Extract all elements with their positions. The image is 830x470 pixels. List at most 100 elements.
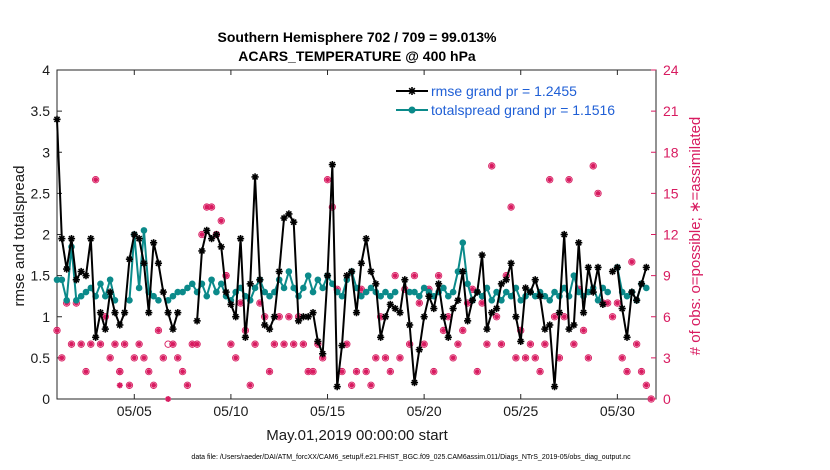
obs-assimilated-marker <box>354 369 359 374</box>
rmse-point <box>82 272 90 280</box>
totalspread-point <box>169 292 177 300</box>
rmse-point <box>584 263 592 271</box>
obs-possible-marker <box>53 326 61 335</box>
obs-assimilated-marker <box>619 355 625 361</box>
rmse-point <box>116 321 124 329</box>
rmse-point <box>377 333 385 341</box>
obs-possible-marker <box>367 381 375 389</box>
rmse-point <box>96 309 105 317</box>
obs-possible-marker <box>169 340 177 348</box>
obs-assimilated-marker <box>267 369 272 374</box>
obs-assimilated-only-marker <box>116 382 123 389</box>
obs-assimilated-marker <box>450 355 456 361</box>
obs-assimilated-marker <box>431 369 437 374</box>
totalspread-point <box>449 288 457 296</box>
rmse-point <box>294 317 303 325</box>
obs-assimilated-marker <box>474 369 480 374</box>
totalspread-point <box>266 292 273 300</box>
rmse-point <box>241 333 249 341</box>
rmse-point <box>309 309 317 317</box>
obs-possible-marker <box>550 313 559 321</box>
obs-assimilated-marker <box>136 341 142 347</box>
obs-possible-marker <box>120 340 129 348</box>
rmse-point <box>290 218 298 226</box>
obs-possible-marker <box>58 354 66 362</box>
rmse-point <box>497 280 506 288</box>
obs-possible-marker <box>193 340 201 348</box>
obs-assimilated-marker <box>610 314 615 320</box>
rmse-point <box>396 309 404 317</box>
obs-assimilated-marker <box>421 341 427 347</box>
obs-assimilated-marker <box>499 341 504 347</box>
legend-rmse-label: rmse grand pr = 1.2455 <box>431 83 577 99</box>
obs-assimilated-marker <box>494 314 499 320</box>
totalspread-point <box>382 288 389 296</box>
totalspread-point <box>623 292 631 300</box>
rmse-point <box>449 304 457 313</box>
obs-assimilated-marker <box>93 177 99 183</box>
rmse-point <box>492 304 501 313</box>
obs-possible-marker <box>265 367 274 376</box>
rmse-point <box>425 292 433 300</box>
rmse-point <box>608 267 617 276</box>
obs-assimilated-marker <box>441 328 446 333</box>
rmse-point <box>159 288 167 296</box>
totalspread-point <box>377 292 384 300</box>
obs-possible-marker <box>67 340 76 348</box>
obs-assimilated-marker <box>257 300 263 306</box>
obs-assimilated-marker <box>484 341 490 347</box>
totalspread-point <box>188 280 196 288</box>
rmse-point <box>63 265 71 273</box>
obs-assimilated-marker <box>151 382 157 388</box>
obs-possible-marker <box>145 367 153 376</box>
totalspread-point <box>285 268 293 275</box>
obs-assimilated-marker <box>561 314 567 320</box>
obs-assimilated-marker <box>624 369 630 374</box>
totalspread-point <box>531 292 539 300</box>
obs-possible-marker <box>309 367 317 376</box>
obs-assimilated-marker <box>88 341 94 347</box>
rmse-point <box>613 263 621 271</box>
totalspread-point <box>338 292 346 300</box>
totalspread-point <box>213 288 220 296</box>
rmse-point <box>464 317 472 325</box>
obs-possible-marker <box>454 340 462 348</box>
obs-assimilated-marker <box>489 163 495 169</box>
obs-possible-marker <box>536 367 544 376</box>
right-y-tick-label: 3 <box>663 350 671 366</box>
rmse-point <box>232 313 240 321</box>
obs-assimilated-marker <box>460 328 466 333</box>
rmse-point <box>227 300 235 309</box>
totalspread-point <box>464 280 471 288</box>
obs-assimilated-marker <box>281 341 287 347</box>
left-y-tick-label: 0.5 <box>31 350 51 366</box>
obs-possible-marker <box>526 340 535 348</box>
rmse-point <box>579 309 588 317</box>
rmse-point <box>623 333 631 341</box>
rmse-point <box>401 276 409 284</box>
obs-possible-marker <box>396 354 404 362</box>
rmse-point <box>594 263 602 271</box>
left-y-tick-label: 4 <box>42 62 50 78</box>
totalspread-point <box>58 276 66 284</box>
rmse-point <box>125 255 134 263</box>
left-y-axis-label: rmse and totalspread <box>11 166 28 307</box>
totalspread-point <box>82 288 90 296</box>
rmse-point <box>415 346 423 354</box>
plot-area <box>56 69 657 400</box>
obs-assimilated-marker <box>383 355 388 361</box>
obs-assimilated-marker <box>238 300 243 306</box>
rmse-point <box>459 267 467 276</box>
totalspread-point <box>135 284 143 292</box>
rmse-point <box>174 309 182 317</box>
rmse-point <box>265 325 274 333</box>
rmse-point <box>618 304 626 313</box>
obs-possible-marker <box>207 203 216 211</box>
totalspread-point <box>77 292 85 300</box>
rmse-point <box>299 313 307 321</box>
rmse-point <box>111 309 119 317</box>
obs-possible-marker <box>570 340 578 348</box>
right-y-axis-ticks: 0 3 6 9 12 15 18 21 24 <box>651 62 679 407</box>
rmse-point <box>468 296 477 304</box>
obs-assimilated-marker <box>218 218 224 224</box>
